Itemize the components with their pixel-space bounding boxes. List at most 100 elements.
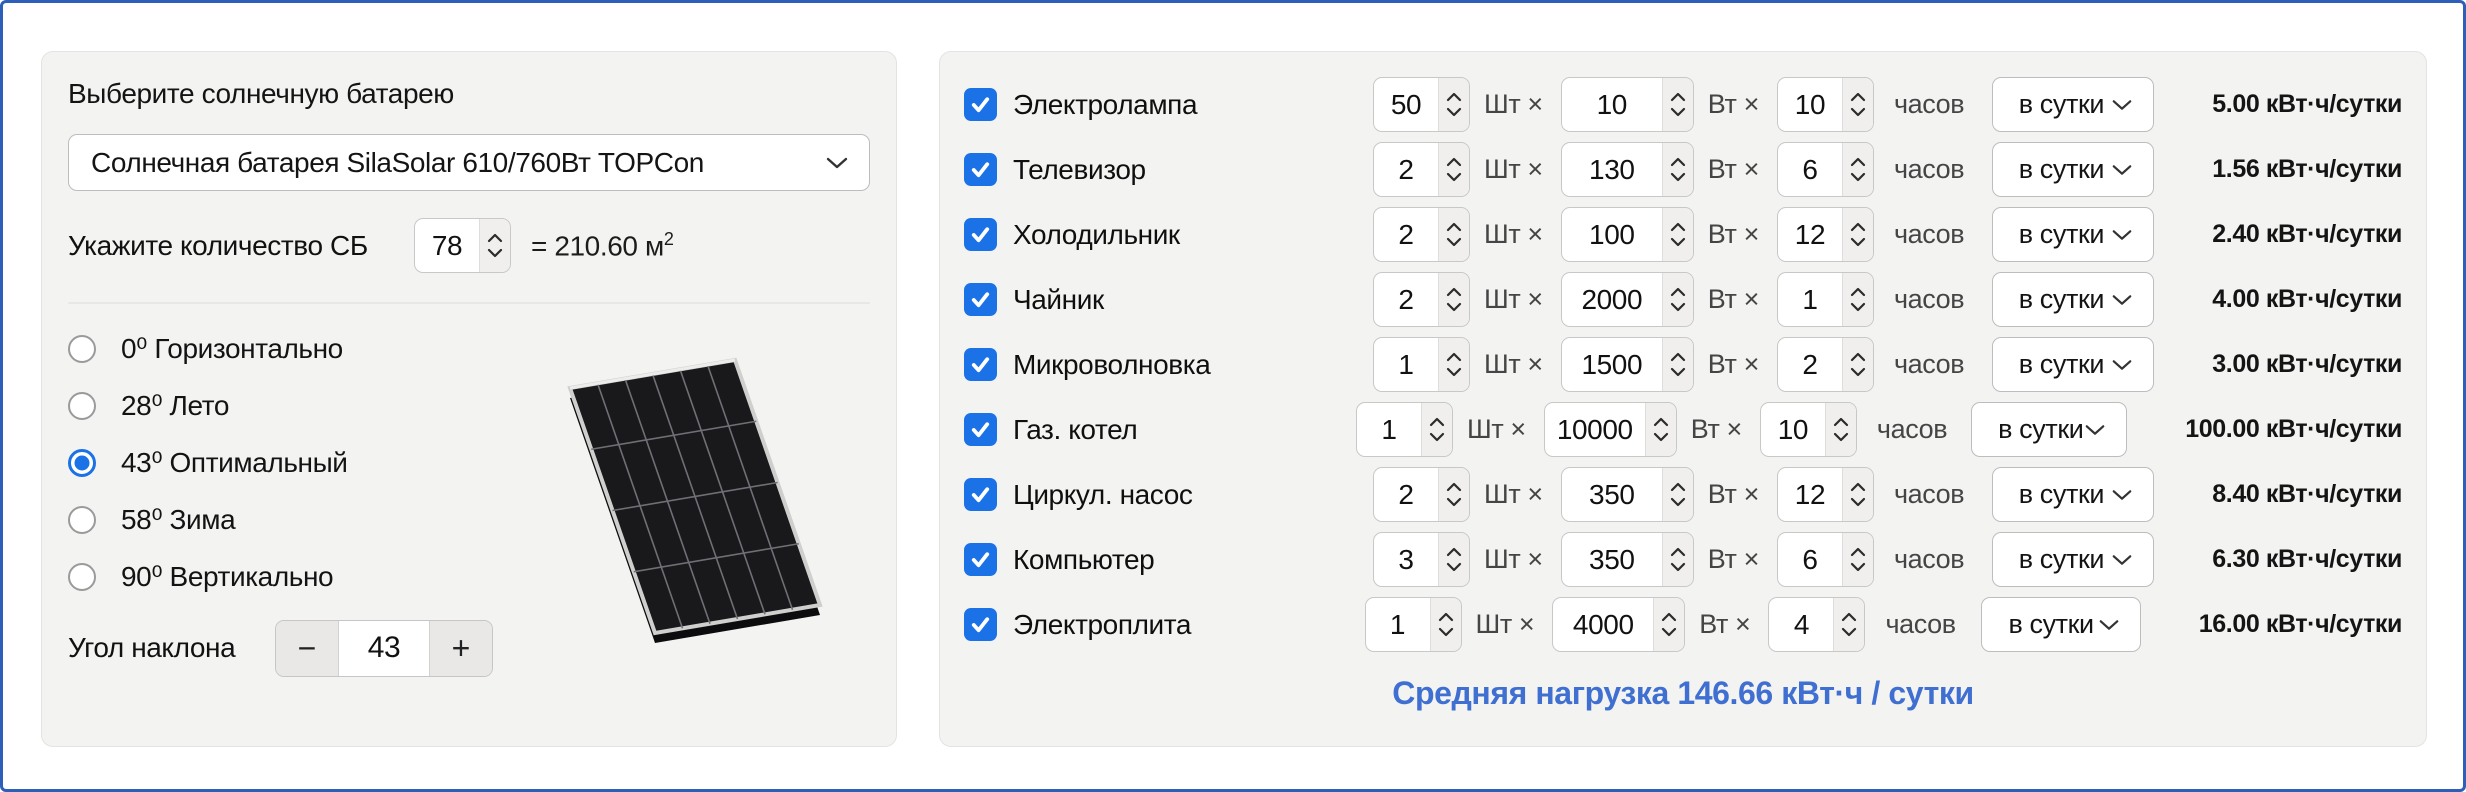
radio-button-selected[interactable] — [68, 448, 96, 477]
watt-stepper[interactable] — [1661, 533, 1693, 586]
tilt-option-winter[interactable]: 58⁰ Зима — [68, 491, 498, 548]
watt-stepper[interactable] — [1644, 403, 1676, 456]
appliance-checkbox[interactable] — [964, 283, 997, 316]
chevron-down-icon — [1446, 497, 1462, 507]
period-select[interactable]: в сутки — [1991, 142, 2155, 197]
panel-quantity-stepper[interactable] — [479, 219, 510, 272]
hours-input[interactable]: 4 — [1768, 597, 1866, 652]
radio-button[interactable] — [68, 562, 96, 591]
radio-button[interactable] — [68, 505, 96, 534]
hours-stepper[interactable] — [1833, 598, 1865, 651]
hours-input[interactable]: 2 — [1776, 337, 1874, 392]
quantity-stepper[interactable] — [1438, 78, 1470, 131]
quantity-input[interactable]: 3 — [1373, 532, 1471, 587]
appliance-checkbox[interactable] — [964, 413, 997, 446]
hours-input[interactable]: 12 — [1776, 207, 1874, 262]
angle-decrease-button[interactable]: − — [276, 620, 338, 676]
period-select[interactable]: в сутки — [1991, 272, 2155, 327]
hours-stepper[interactable] — [1841, 533, 1873, 586]
quantity-input[interactable]: 2 — [1373, 467, 1471, 522]
hours-stepper[interactable] — [1824, 403, 1856, 456]
watt-input[interactable]: 10 — [1560, 77, 1694, 132]
appliance-checkbox[interactable] — [964, 608, 997, 641]
quantity-stepper[interactable] — [1438, 208, 1470, 261]
period-select[interactable]: в сутки — [1991, 207, 2155, 262]
quantity-input[interactable]: 1 — [1364, 597, 1462, 652]
watt-stepper[interactable] — [1661, 78, 1693, 131]
hours-stepper[interactable] — [1841, 208, 1873, 261]
period-select[interactable]: в сутки — [1981, 597, 2141, 652]
hours-input[interactable]: 10 — [1759, 402, 1857, 457]
quantity-input[interactable]: 1 — [1355, 402, 1453, 457]
row-result: 8.40 кВт·ч/сутки — [2212, 480, 2402, 508]
watt-input[interactable]: 100 — [1560, 207, 1694, 262]
watt-input[interactable]: 130 — [1560, 142, 1694, 197]
quantity-input[interactable]: 2 — [1373, 272, 1471, 327]
appliance-checkbox[interactable] — [964, 88, 997, 121]
hours-input[interactable]: 1 — [1776, 272, 1874, 327]
watt-input[interactable]: 10000 — [1543, 402, 1677, 457]
tilt-option-summer[interactable]: 28⁰ Лето — [68, 377, 498, 434]
watt-stepper[interactable] — [1661, 208, 1693, 261]
quantity-stepper[interactable] — [1429, 598, 1461, 651]
watt-input[interactable]: 2000 — [1560, 272, 1694, 327]
appliance-checkbox[interactable] — [964, 478, 997, 511]
appliance-name: Чайник — [1013, 283, 1104, 315]
watt-stepper[interactable] — [1661, 273, 1693, 326]
hours-stepper[interactable] — [1841, 338, 1873, 391]
watt-stepper[interactable] — [1661, 338, 1693, 391]
chevron-down-icon — [1670, 302, 1685, 312]
battery-select[interactable]: Солнечная батарея SilaSolar 610/760Вт TO… — [68, 134, 870, 191]
chevron-down-icon[interactable] — [487, 248, 503, 258]
appliance-checkbox[interactable] — [964, 348, 997, 381]
quantity-stepper[interactable] — [1438, 533, 1470, 586]
hours-input[interactable]: 6 — [1776, 532, 1874, 587]
quantity-stepper[interactable] — [1420, 403, 1452, 456]
quantity-stepper[interactable] — [1438, 468, 1470, 521]
angle-increase-button[interactable]: + — [430, 620, 492, 676]
tilt-option-vertical[interactable]: 90⁰ Вертикально — [68, 548, 498, 605]
radio-button[interactable] — [68, 334, 96, 363]
quantity-input[interactable]: 50 — [1373, 77, 1471, 132]
watt-input[interactable]: 1500 — [1560, 337, 1694, 392]
watt-stepper[interactable] — [1653, 598, 1685, 651]
period-select[interactable]: в сутки — [1991, 337, 2155, 392]
watt-input[interactable]: 4000 — [1552, 597, 1686, 652]
hours-stepper[interactable] — [1841, 273, 1873, 326]
quantity-input[interactable]: 1 — [1373, 337, 1471, 392]
watt-stepper[interactable] — [1661, 143, 1693, 196]
hours-input[interactable]: 10 — [1776, 77, 1874, 132]
chevron-up-icon[interactable] — [487, 233, 503, 243]
tilt-option-optimal[interactable]: 43⁰ Оптимальный — [68, 434, 498, 491]
radio-button[interactable] — [68, 391, 96, 420]
watt-input[interactable]: 350 — [1560, 467, 1694, 522]
period-select[interactable]: в сутки — [1991, 532, 2155, 587]
period-select[interactable]: в сутки — [1971, 402, 2128, 457]
quantity-stepper[interactable] — [1438, 338, 1470, 391]
chevron-up-icon — [1446, 157, 1462, 167]
hours-stepper[interactable] — [1841, 78, 1873, 131]
period-select[interactable]: в сутки — [1991, 467, 2155, 522]
watt-stepper[interactable] — [1661, 468, 1693, 521]
hours-unit-label: часов — [1885, 609, 1956, 639]
chevron-down-icon — [1850, 562, 1866, 572]
quantity-stepper[interactable] — [1438, 143, 1470, 196]
quantity-stepper[interactable] — [1438, 273, 1470, 326]
hours-stepper[interactable] — [1841, 468, 1873, 521]
quantity-input[interactable]: 2 — [1373, 207, 1471, 262]
appliance-checkbox[interactable] — [964, 218, 997, 251]
chevron-down-icon — [826, 157, 848, 168]
solar-panel-image — [567, 357, 823, 643]
quantity-input[interactable]: 2 — [1373, 142, 1471, 197]
appliance-checkbox[interactable] — [964, 543, 997, 576]
hours-input[interactable]: 12 — [1776, 467, 1874, 522]
period-select[interactable]: в сутки — [1991, 77, 2155, 132]
watt-unit-label: Вт × — [1707, 89, 1760, 119]
watt-input[interactable]: 350 — [1560, 532, 1694, 587]
hours-stepper[interactable] — [1841, 143, 1873, 196]
appliance-checkbox[interactable] — [964, 153, 997, 186]
hours-input[interactable]: 6 — [1776, 142, 1874, 197]
tilt-option-horizontal[interactable]: 0⁰ Горизонтально — [68, 320, 498, 377]
panel-quantity-input[interactable]: 78 — [414, 218, 511, 273]
panel-quantity-row: Укажите количество СБ 78 = 210.60 м2 — [68, 217, 870, 274]
